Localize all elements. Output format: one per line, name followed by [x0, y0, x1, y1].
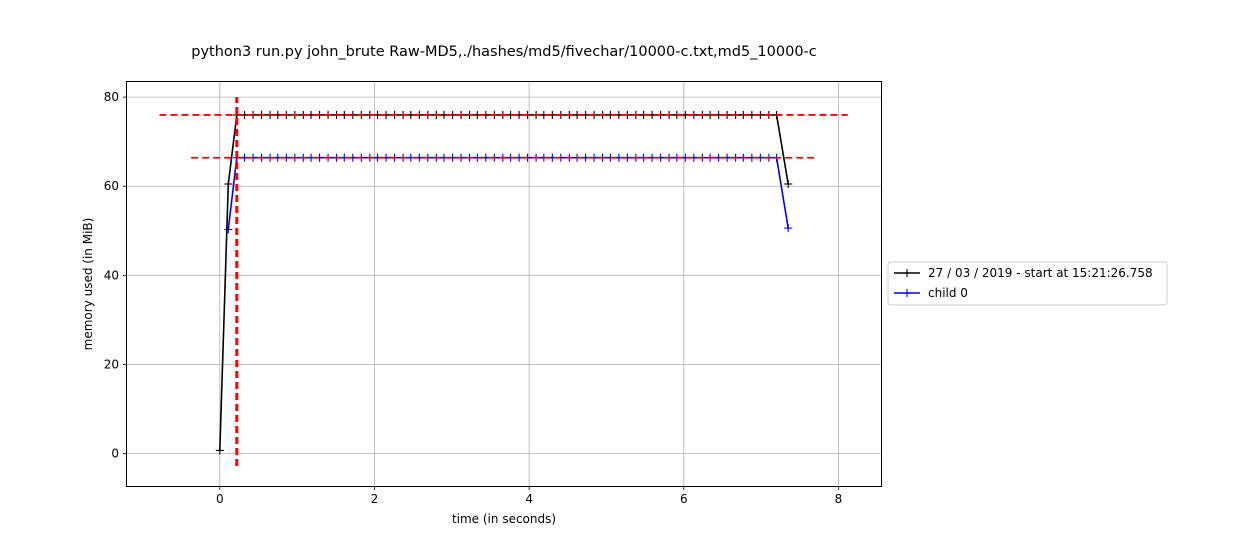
series-line-1	[227, 156, 789, 230]
plot-frame	[126, 81, 882, 487]
y-tick-label: 80	[104, 90, 119, 104]
chart-title: python3 run.py john_brute Raw-MD5,./hash…	[191, 44, 817, 60]
data-point	[784, 224, 793, 233]
data-point	[215, 446, 224, 455]
reference-lines	[159, 97, 848, 466]
x-tick-label: 8	[835, 492, 843, 506]
y-axis-label: memory used (in MiB)	[81, 218, 95, 351]
data-point	[224, 225, 233, 234]
data-point	[784, 180, 793, 189]
y-tick-label: 0	[111, 446, 119, 460]
x-tick-label: 6	[680, 492, 688, 506]
legend-label-series-0: 27 / 03 / 2019 - start at 15:21:26.758	[928, 266, 1153, 280]
grid	[127, 82, 881, 486]
data-point	[224, 180, 233, 189]
legend: 27 / 03 / 2019 - start at 15:21:26.758 c…	[887, 261, 1168, 306]
x-tick-label: 0	[216, 492, 224, 506]
legend-label-series-1: child 0	[928, 286, 968, 300]
series	[215, 110, 793, 455]
y-tick-label: 40	[104, 268, 119, 282]
x-tick-label: 4	[525, 492, 533, 506]
x-axis-label: time (in seconds)	[452, 512, 556, 526]
y-tick-label: 20	[104, 357, 119, 371]
x-tick-label: 2	[371, 492, 379, 506]
series-line-0	[219, 114, 789, 451]
legend-box	[887, 261, 1168, 306]
y-tick-label: 60	[104, 179, 119, 193]
